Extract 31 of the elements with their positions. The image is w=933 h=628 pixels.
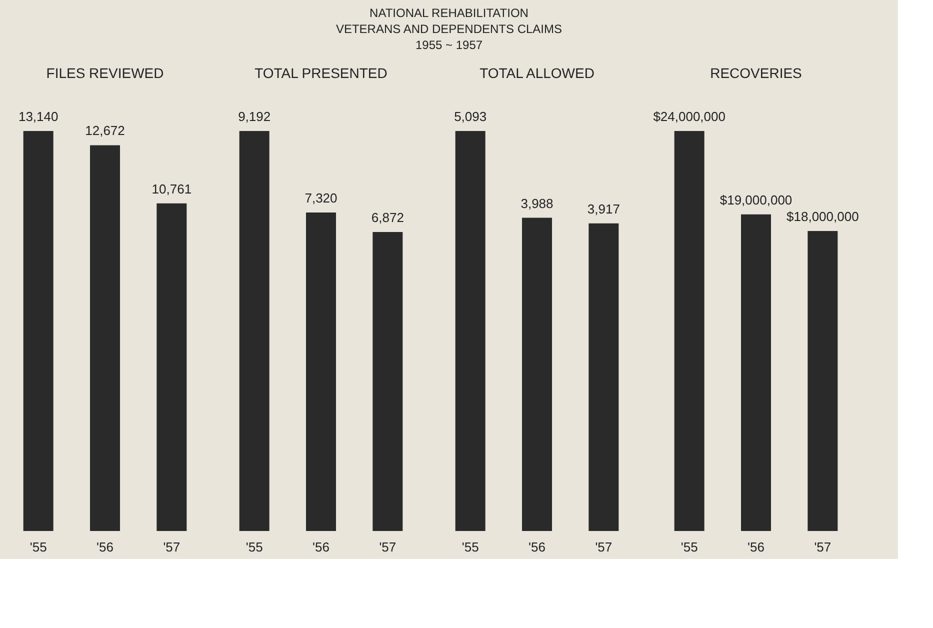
data-label: 10,761 <box>152 181 192 196</box>
data-label: 9,192 <box>238 109 271 124</box>
x-tick-label: '57 <box>814 540 832 554</box>
text: NATIONAL REHABILITATION <box>370 6 528 20</box>
data-label: $19,000,000 <box>720 192 792 208</box>
x-tick-label: '56 <box>748 540 764 554</box>
data-label: 13,140 <box>18 109 58 124</box>
x-tick-label: '57 <box>595 540 612 554</box>
text: 1955 ~ 1957 <box>415 38 483 52</box>
data-label: 3,917 <box>587 201 620 216</box>
x-tick-label: '55 <box>30 540 47 554</box>
x-tick-label: '55 <box>680 540 698 554</box>
data-label: 12,672 <box>85 123 125 138</box>
x-tick-label: '55 <box>246 540 263 554</box>
data-label: 7,320 <box>304 190 338 206</box>
chart-title: FILES REVIEWED <box>46 65 164 81</box>
x-tick-label: '56 <box>96 540 114 554</box>
x-tick-label: '57 <box>379 540 396 554</box>
data-label: 6,872 <box>371 210 404 225</box>
data-label: $24,000,000 <box>653 109 726 124</box>
data-label: $18,000,000 <box>786 209 859 224</box>
text: VETERANS AND DEPENDENTS CLAIMS <box>336 22 562 36</box>
x-tick-label: '55 <box>462 540 479 554</box>
x-tick-label: '57 <box>163 540 180 554</box>
data-label: 3,988 <box>520 196 554 211</box>
x-tick-label: '56 <box>528 540 546 554</box>
chart-title: RECOVERIES <box>710 65 802 81</box>
x-tick-label: '56 <box>312 540 330 554</box>
chart-title: TOTAL ALLOWED <box>480 65 594 81</box>
chart-title: TOTAL PRESENTED <box>254 65 388 81</box>
data-label: 5,093 <box>454 109 487 124</box>
